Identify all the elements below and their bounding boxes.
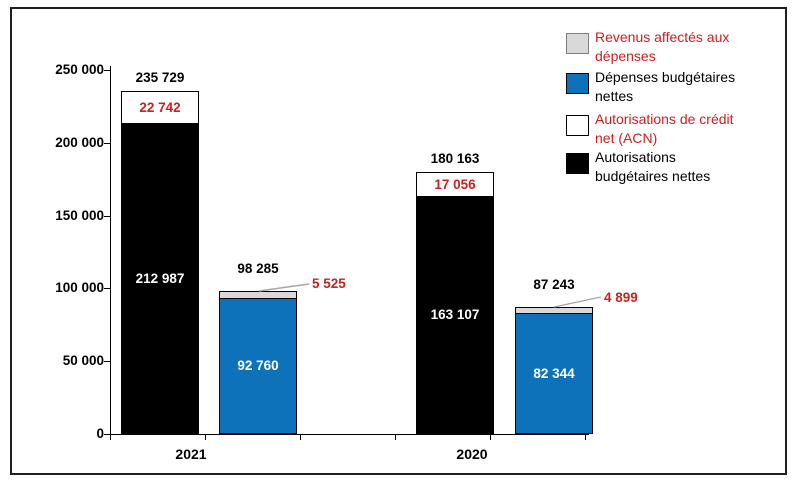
segment-autorisations-budgetaires-2021: 212 987 [121,123,199,434]
legend-label: Autorisations budgétaires nettes [595,149,711,184]
y-axis-tick-label: 50 000 [62,353,104,369]
segment-revenus-affectes-2020 [515,306,593,315]
x-axis-tick-mark [110,435,111,440]
legend-swatch-blue [566,73,589,94]
y-axis-tick-label: 150 000 [55,207,104,223]
segment-acn-2021: 22 742 [121,90,199,124]
legend-swatch-white [566,115,589,136]
y-axis-tick-label: 200 000 [55,134,104,150]
y-axis-tick-label: 100 000 [55,280,104,296]
callout-value-2020: 4 899 [604,290,638,305]
segment-revenus-affectes-2021 [219,290,297,299]
segment-value-label: 163 107 [430,307,480,323]
segment-value-label: 212 987 [135,270,185,286]
segment-value-label: 82 344 [533,366,575,382]
legend-swatch-gray [566,33,589,54]
legend-swatch-black [566,153,589,174]
segment-depenses-nettes-2020: 82 344 [515,314,593,434]
segment-value-label: 22 742 [139,99,181,115]
legend-label: Autorisations de crédit net (ACN) [595,111,734,146]
bar-total-label: 87 243 [533,276,575,292]
legend-label: Revenus affectés aux dépenses [595,29,730,64]
bar-total-label: 180 163 [430,150,480,166]
segment-acn-2020: 17 056 [416,171,494,197]
x-axis-tick-mark [585,435,586,440]
x-axis-label-2020: 2020 [456,446,488,462]
y-axis-tick-mark [104,288,110,290]
x-axis-label-2021: 2021 [175,446,207,462]
bar-2020-depenses: 87 243 82 344 [515,277,593,434]
bar-2021-autorisations: 235 729 22 742 212 987 [121,70,199,434]
segment-value-label: 92 760 [237,358,279,374]
y-axis-line [110,66,111,435]
segment-depenses-nettes-2021: 92 760 [219,298,297,434]
y-axis-tick-mark [104,70,110,71]
bar-2020-autorisations: 180 163 17 056 163 107 [416,151,494,434]
y-axis-tick-label: 250 000 [55,62,104,77]
y-axis-tick-label: 0 [96,426,104,441]
y-axis-tick-mark [104,215,110,217]
x-axis-line [110,434,589,435]
segment-value-label: 17 056 [434,176,476,192]
x-axis-tick-mark [490,435,491,440]
y-axis-tick-mark [104,361,110,363]
bar-2021-depenses: 98 285 92 760 [219,261,297,434]
callout-value-2021: 5 525 [312,276,346,291]
y-axis-tick-mark [104,434,110,435]
y-axis-tick-mark [104,142,110,144]
bar-total-label: 235 729 [135,69,185,85]
x-axis-tick-mark [395,435,396,440]
segment-autorisations-budgetaires-2020: 163 107 [416,196,494,434]
x-axis-tick-mark [300,435,301,440]
legend-label: Dépenses budgétaires nettes [595,69,736,104]
x-axis-tick-mark [205,435,206,440]
bar-total-label: 98 285 [237,260,279,276]
